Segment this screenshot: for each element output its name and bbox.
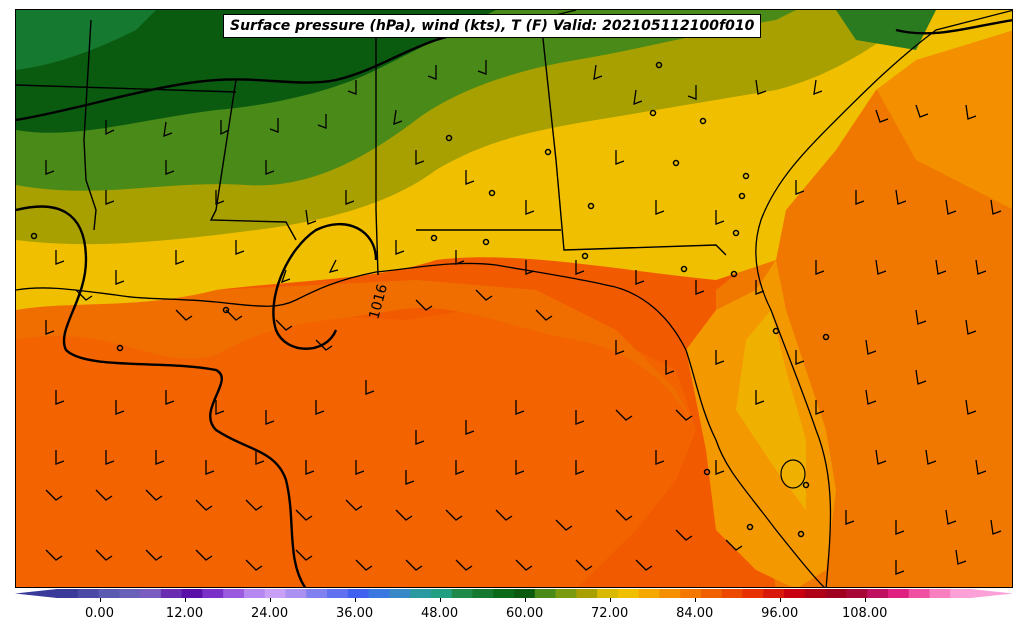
gulf-coastline — [16, 262, 825, 587]
lake-okeechobee — [780, 459, 806, 489]
colorbar-segment — [742, 589, 764, 598]
temp-fill-atlantic-north — [866, 30, 1012, 209]
colorbar-segment — [472, 589, 494, 598]
colorbar-tick-label: 36.00 — [335, 606, 374, 621]
colorbar-segment — [846, 589, 868, 598]
isobar-northeast — [895, 19, 1012, 35]
colorbar-tick-label: 60.00 — [506, 606, 544, 621]
colorbar-segment — [389, 589, 411, 598]
colorbar-segment — [410, 589, 432, 598]
temp-fill-land-coldest — [16, 10, 156, 70]
colorbar-segment — [638, 589, 661, 598]
colorbar-segment — [57, 589, 79, 598]
stations — [30, 61, 830, 538]
colorbar-tick-label: 96.00 — [761, 606, 799, 621]
boundary-ga-fl — [540, 19, 727, 256]
map-title: Surface pressure (hPa), wind (kts), T (F… — [223, 14, 762, 38]
colorbar-tick-mark — [779, 598, 781, 602]
colorbar-tick-label: 0.00 — [85, 606, 114, 621]
colorbar-tick-mark — [524, 598, 526, 602]
boundary-la-ms — [83, 19, 97, 231]
colorbar-tick-label: 108.00 — [841, 606, 888, 621]
colorbar-tick-mark — [269, 598, 271, 602]
colorbar-extend-low — [15, 589, 57, 598]
colorbar-segment — [430, 589, 453, 598]
colorbar-ticks: 0.00 12.00 24.00 36.00 48.00 60.00 72.00 84.00 9… — [15, 598, 1013, 628]
boundary-ms-al — [209, 79, 297, 241]
temp-fill-florida-interior — [736, 310, 806, 510]
colorbar-tick-label: 48.00 — [420, 606, 459, 621]
colorbar-segment — [119, 589, 141, 598]
boundary-ar-la — [16, 84, 237, 93]
wind-barbs — [45, 60, 1002, 575]
weather-map: 1016 — [15, 9, 1013, 588]
colorbar-segment — [264, 589, 287, 598]
isobar-1016-west — [16, 205, 307, 587]
colorbar-segment — [514, 589, 536, 598]
colorbar-segment — [576, 589, 598, 598]
colorbar-segment — [700, 589, 723, 598]
colorbar-segment — [867, 589, 889, 598]
colorbar-segment — [825, 589, 847, 598]
colorbar-segment — [181, 589, 204, 598]
colorbar-extend-high — [971, 589, 1013, 598]
colorbar-segment — [908, 589, 931, 598]
colorbar-segment — [534, 589, 557, 598]
temperature-colorbar — [15, 589, 1013, 598]
colorbar-tick-mark — [864, 598, 866, 602]
colorbar-segment — [77, 589, 100, 598]
colorbar-tick-label: 84.00 — [676, 606, 714, 621]
colorbar-segment — [597, 589, 619, 598]
colorbar-tick-mark — [439, 598, 441, 602]
colorbar-tick-mark — [99, 598, 101, 602]
colorbar-segment — [160, 589, 183, 598]
colorbar-segment — [721, 589, 744, 598]
colorbar-segment — [659, 589, 681, 598]
atlantic-coastline — [755, 10, 1012, 587]
temp-fill-northeast — [836, 10, 936, 50]
colorbar-segment — [327, 589, 349, 598]
colorbar-tick-mark — [184, 598, 186, 602]
colorbar-segment — [763, 589, 785, 598]
colorbar-tick-mark — [354, 598, 356, 602]
colorbar-segment — [804, 589, 827, 598]
colorbar-segment — [223, 589, 245, 598]
colorbar-tick-label: 72.00 — [591, 606, 629, 621]
colorbar-tick-label: 24.00 — [250, 606, 289, 621]
colorbar-segment — [98, 589, 120, 598]
colorbar-segment — [202, 589, 224, 598]
state-boundaries — [16, 10, 727, 276]
map-canvas: 1016 — [16, 10, 1012, 587]
temp-fill-coast — [16, 280, 696, 430]
colorbar-tick-mark — [694, 598, 696, 602]
temp-fill-gulf — [16, 300, 696, 587]
colorbar-segment — [306, 589, 328, 598]
colorbar-segment — [285, 589, 307, 598]
colorbar-segment — [887, 589, 910, 598]
colorbar-segment — [784, 589, 806, 598]
colorbar-segment — [950, 589, 972, 598]
boundary-al-ga — [375, 20, 379, 276]
colorbar-segment — [451, 589, 474, 598]
colorbar-segment — [493, 589, 515, 598]
colorbar-segment — [617, 589, 640, 598]
colorbar-segment — [680, 589, 702, 598]
colorbar-segment — [929, 589, 951, 598]
colorbar-segment — [140, 589, 162, 598]
colorbar-segment — [243, 589, 266, 598]
isobar-1016-loop — [272, 222, 378, 350]
colorbar-tick-mark — [609, 598, 611, 602]
colorbar-segment — [555, 589, 577, 598]
colorbar-segment — [347, 589, 370, 598]
colorbar-segment — [368, 589, 390, 598]
colorbar-tick-label: 12.00 — [165, 606, 204, 621]
